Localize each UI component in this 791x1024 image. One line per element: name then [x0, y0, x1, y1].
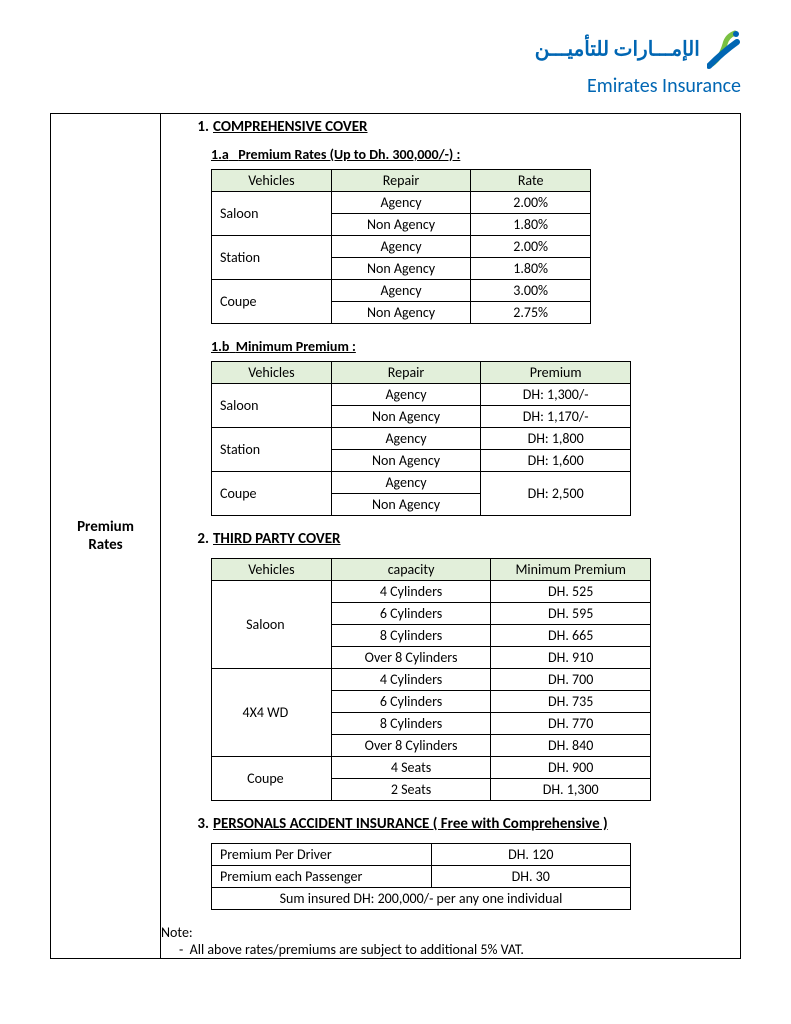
table-2: Vehicles capacity Minimum Premium Saloon… [211, 558, 651, 801]
col-header: Repair [331, 170, 471, 192]
company-logo: الإمـــارات للتأميـــن Emirates Insuranc… [535, 30, 741, 98]
col-header: capacity [331, 559, 491, 581]
table-row: StationAgencyDH: 1,800 [212, 428, 631, 450]
table-header-row: Vehicles Repair Premium [212, 362, 631, 384]
logo-area: الإمـــارات للتأميـــن Emirates Insuranc… [50, 30, 741, 98]
table-1b: Vehicles Repair Premium SaloonAgencyDH: … [211, 361, 631, 516]
section-1b-heading: 1.b Minimum Premium : [211, 338, 740, 355]
table-row: Premium Per DriverDH. 120 [212, 844, 631, 866]
section-1-heading: 1.COMPREHENSIVE COVER [187, 118, 740, 136]
col-header: Vehicles [212, 170, 332, 192]
logo-arabic-text: الإمـــارات للتأميـــن [535, 37, 700, 61]
table-row: Premium each PassengerDH. 30 [212, 866, 631, 888]
note-block: Note: - All above rates/premiums are sub… [161, 924, 740, 958]
section-2-heading: 2.THIRD PARTY COVER [187, 530, 740, 548]
table-row: SaloonAgencyDH: 1,300/- [212, 384, 631, 406]
table-header-row: Vehicles Repair Rate [212, 170, 591, 192]
side-label-cell: Premium Rates [51, 114, 161, 959]
section-1a-heading: 1.a Premium Rates (Up to Dh. 300,000/-) … [211, 146, 740, 163]
table-row: Saloon4 CylindersDH. 525 [212, 581, 651, 603]
table-row: Coupe4 SeatsDH. 900 [212, 757, 651, 779]
document-frame: Premium Rates 1.COMPREHENSIVE COVER 1.a … [50, 113, 741, 959]
table-row: SaloonAgency2.00% [212, 192, 591, 214]
note-item: - All above rates/premiums are subject t… [179, 941, 740, 958]
content-cell: 1.COMPREHENSIVE COVER 1.a Premium Rates … [161, 114, 741, 959]
table-row: CoupeAgency3.00% [212, 280, 591, 302]
table-row: CoupeAgencyDH: 2,500 [212, 472, 631, 494]
col-header: Rate [471, 170, 591, 192]
table-3: Premium Per DriverDH. 120 Premium each P… [211, 843, 631, 910]
col-header: Minimum Premium [491, 559, 651, 581]
col-header: Premium [481, 362, 631, 384]
logo-mark-icon [707, 30, 741, 74]
side-label-line2: Rates [88, 536, 122, 554]
side-label-line1: Premium [77, 518, 134, 536]
note-label: Note: [161, 924, 740, 941]
table-row: Sum insured DH: 200,000/- per any one in… [212, 888, 631, 910]
col-header: Repair [331, 362, 481, 384]
table-1a: Vehicles Repair Rate SaloonAgency2.00% N… [211, 169, 591, 324]
table-header-row: Vehicles capacity Minimum Premium [212, 559, 651, 581]
section-3-heading: 3.PERSONALS ACCIDENT INSURANCE ( Free wi… [187, 815, 740, 833]
table-row: StationAgency2.00% [212, 236, 591, 258]
table-row: 4X4 WD4 CylindersDH. 700 [212, 669, 651, 691]
col-header: Vehicles [212, 559, 332, 581]
logo-english-text: Emirates Insurance [587, 74, 741, 98]
col-header: Vehicles [212, 362, 332, 384]
